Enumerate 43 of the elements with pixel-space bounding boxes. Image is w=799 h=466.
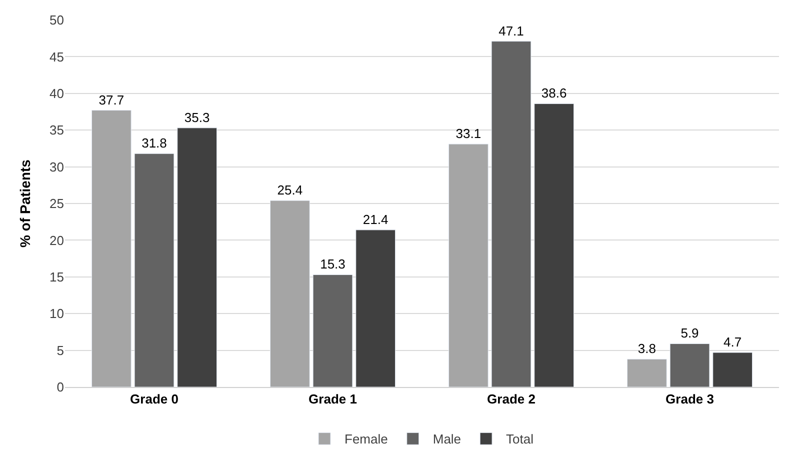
y-tick-label: 0 [56, 380, 64, 395]
data-label: 5.9 [680, 326, 699, 341]
data-label: 3.8 [638, 341, 656, 356]
legend-label: Male [432, 432, 462, 447]
bar [626, 358, 667, 387]
y-tick-label: 50 [50, 12, 64, 28]
x-tick-label: Grade 0 [130, 392, 178, 407]
bar [712, 352, 753, 387]
y-tick-label: 5 [56, 342, 64, 358]
legend-label: Total [506, 432, 534, 447]
legend-label: Female [344, 432, 388, 447]
data-label: 35.3 [184, 110, 210, 125]
x-tick-label: Grade 2 [487, 392, 536, 407]
x-tick-label: Grade 1 [308, 392, 357, 407]
data-label: 33.1 [456, 126, 482, 142]
y-tick-label: 15 [50, 269, 64, 284]
y-tick-label: 20 [50, 232, 64, 248]
bar [491, 41, 532, 387]
bar [134, 153, 174, 387]
data-label: 31.8 [142, 136, 167, 151]
data-label: 47.1 [498, 23, 524, 38]
x-tick-label: Grade 3 [666, 392, 714, 407]
data-label: 4.7 [724, 334, 742, 350]
bar [534, 103, 574, 387]
y-tick-label: 10 [50, 306, 64, 322]
bar [270, 200, 310, 387]
data-label: 38.6 [541, 86, 567, 101]
bar [670, 343, 710, 387]
y-tick-label: 45 [50, 49, 64, 64]
y-axis-title: % of Patients [17, 159, 34, 248]
data-label: 37.7 [98, 92, 124, 108]
data-label: 15.3 [320, 256, 346, 272]
y-tick-label: 35 [50, 122, 64, 138]
bar [177, 128, 218, 387]
bar [91, 110, 132, 387]
y-tick-label: 25 [50, 196, 64, 212]
y-tick-label: 40 [50, 86, 64, 101]
bar [312, 274, 353, 387]
bar [356, 230, 396, 387]
data-label: 21.4 [362, 212, 388, 227]
bar [448, 144, 488, 387]
y-tick-label: 30 [50, 159, 64, 174]
data-label: 25.4 [277, 182, 303, 198]
